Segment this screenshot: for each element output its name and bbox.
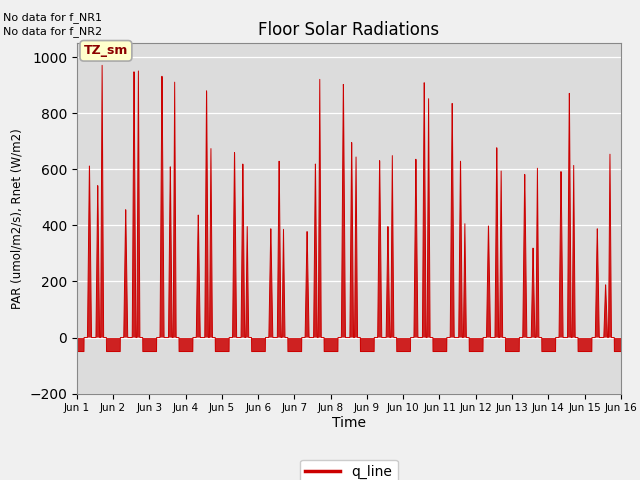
Title: Floor Solar Radiations: Floor Solar Radiations <box>258 21 440 39</box>
Y-axis label: PAR (umol/m2/s), Rnet (W/m2): PAR (umol/m2/s), Rnet (W/m2) <box>11 128 24 309</box>
Text: TZ_sm: TZ_sm <box>84 44 128 57</box>
Text: No data for f_NR2: No data for f_NR2 <box>3 26 102 37</box>
Text: No data for f_NR1: No data for f_NR1 <box>3 12 102 23</box>
X-axis label: Time: Time <box>332 416 366 430</box>
Legend: q_line: q_line <box>300 459 397 480</box>
